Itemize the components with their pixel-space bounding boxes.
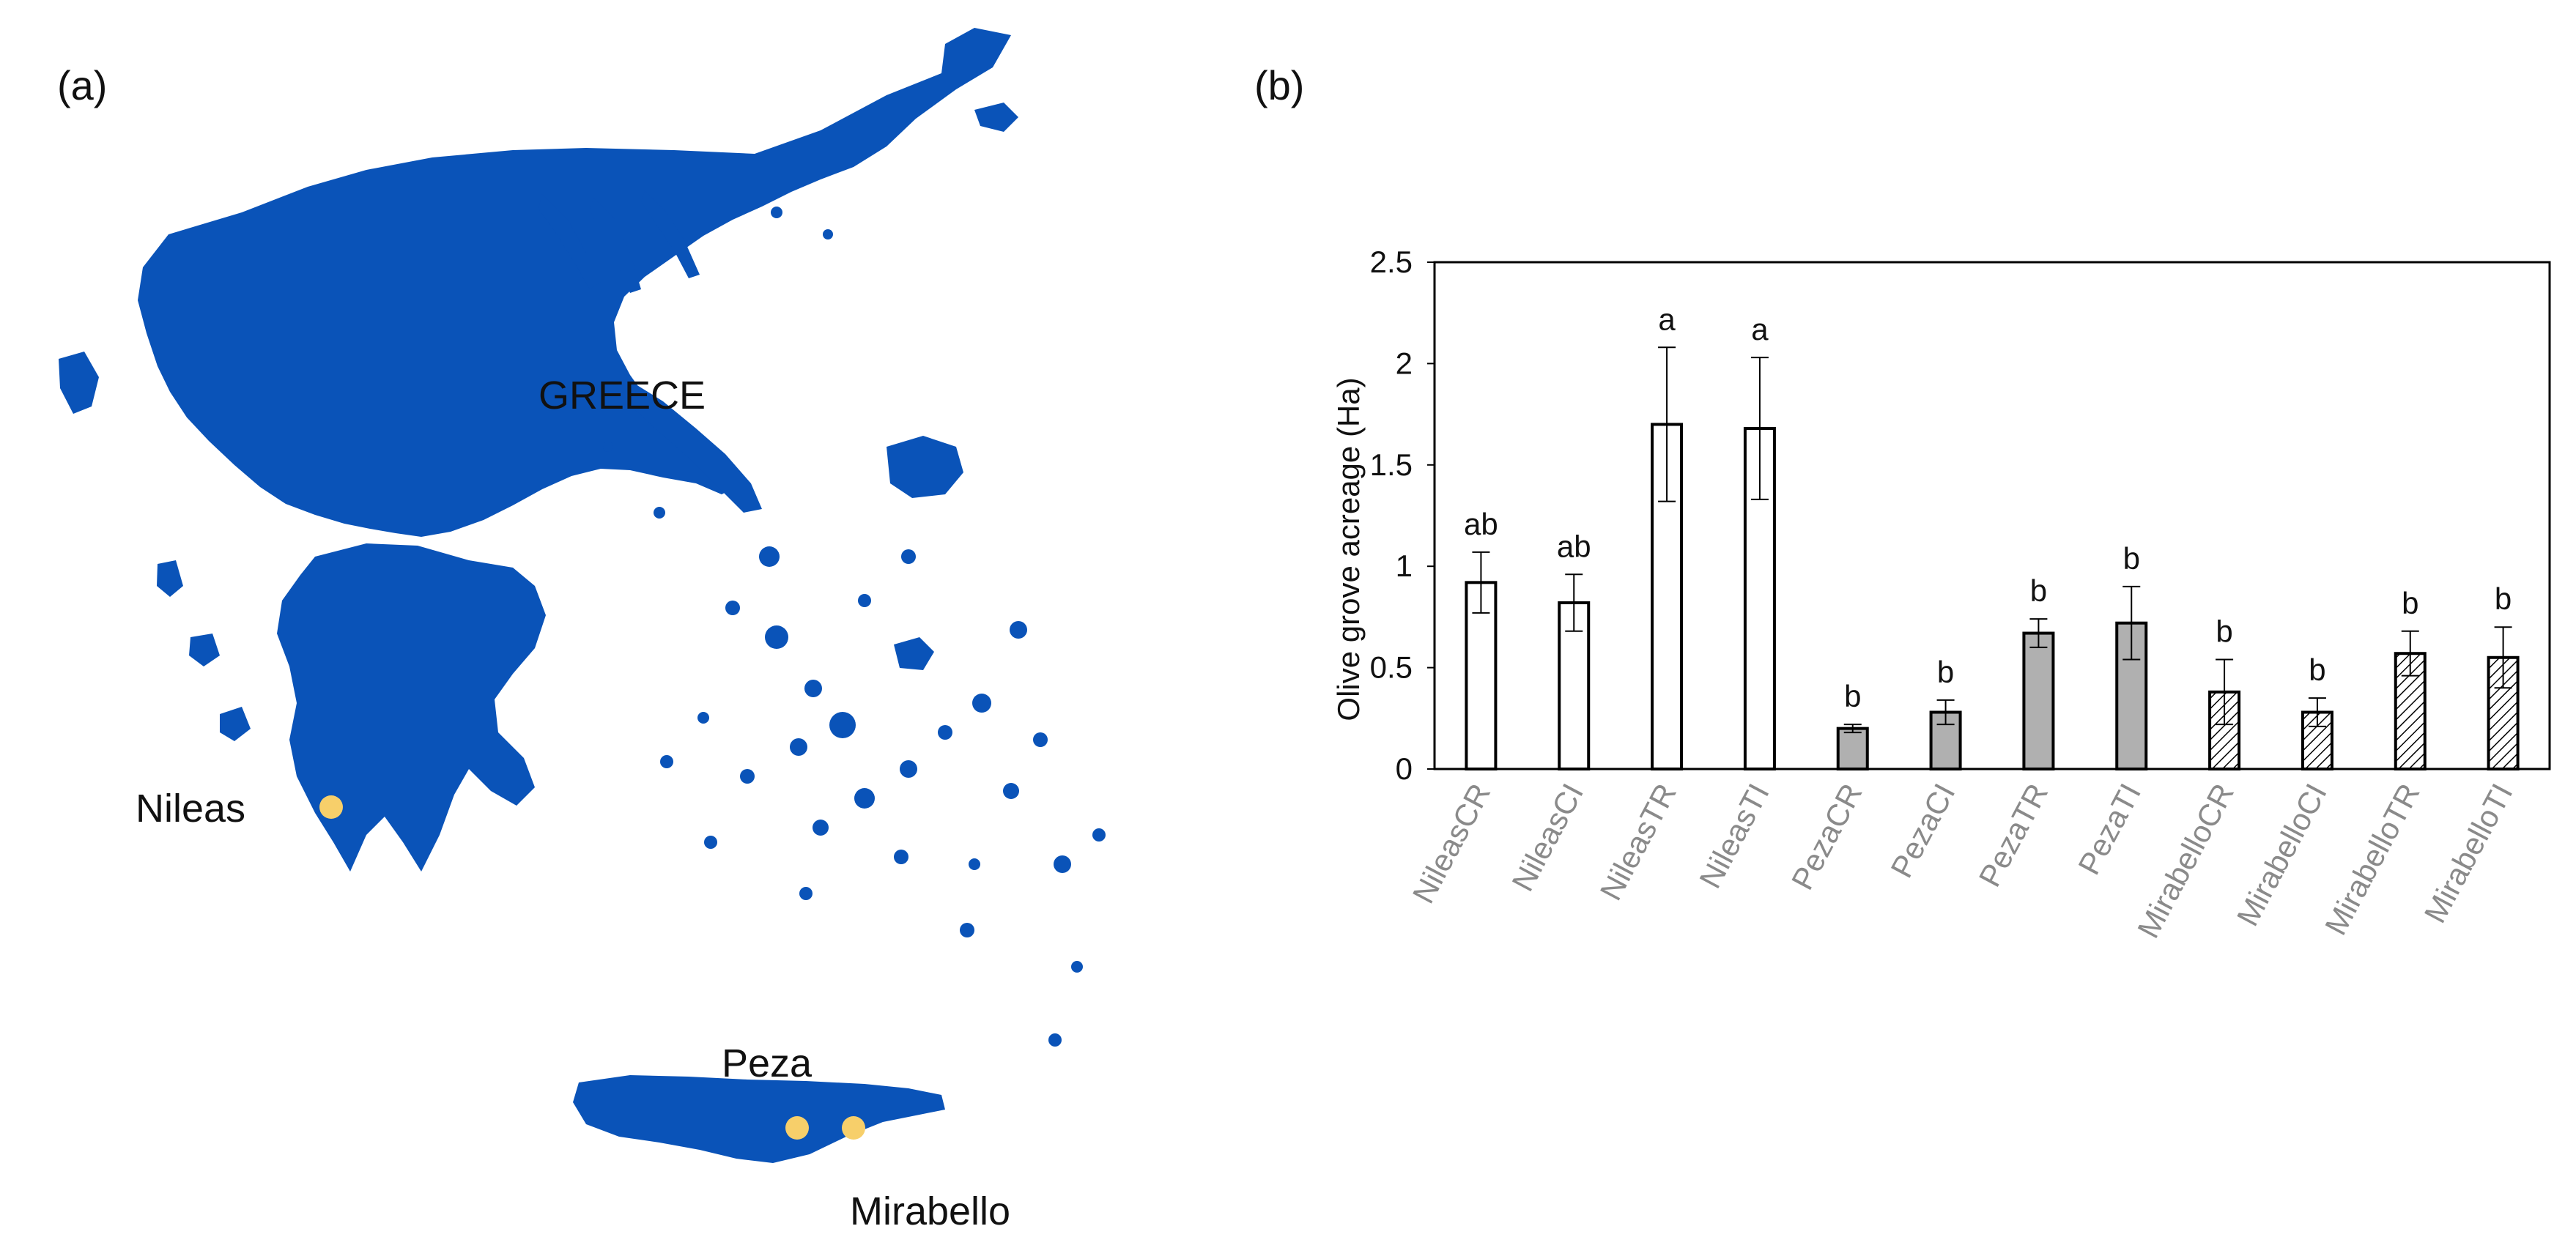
x-tick-label: NileasCR	[1406, 778, 1498, 909]
x-tick-label: NileasTI	[1692, 778, 1776, 894]
x-tick-label: MirabelloCR	[2131, 778, 2240, 943]
y-tick-label: 0	[1396, 751, 1413, 786]
y-tick-label: 1	[1396, 549, 1413, 583]
x-tick-label: NileasCI	[1505, 778, 1590, 896]
y-tick-label: 0.5	[1370, 650, 1413, 685]
significance-label: b	[1937, 655, 1954, 689]
x-tick-label: PezaTR	[1972, 778, 2055, 892]
panel-label-b: (b)	[1254, 62, 1305, 108]
site-label-mirabello: Mirabello	[850, 1189, 1010, 1233]
plot-border	[1433, 261, 2551, 770]
significance-label: ab	[1557, 529, 1591, 563]
y-tick-label: 2.5	[1370, 245, 1413, 279]
x-tick-label: PezaCI	[1884, 778, 1961, 883]
significance-label: b	[1844, 679, 1861, 713]
plot-frame	[1433, 261, 2551, 770]
significance-label: b	[2309, 653, 2325, 687]
site-label-peza: Peza	[722, 1041, 813, 1085]
significance-label: b	[2123, 541, 2140, 576]
x-tick-label: PezaTI	[2071, 778, 2147, 880]
bar	[2022, 631, 2055, 770]
greece-map: GREECE Nileas Peza Mirabello	[59, 28, 1106, 1233]
x-tick-label: MirabelloTR	[2318, 778, 2427, 940]
significance-label: b	[2495, 582, 2512, 616]
x-tick-label: PezaCR	[1785, 778, 1869, 895]
x-tick-label: MirabelloCI	[2230, 778, 2333, 932]
y-tick-label: 2	[1396, 346, 1413, 380]
site-marker-peza	[785, 1116, 809, 1140]
site-marker-mirabello	[842, 1116, 865, 1140]
significance-label: a	[1658, 302, 1676, 336]
x-axis: NileasCR NileasCI NileasTR NileasTI PezaCR Pe…	[1406, 778, 2520, 943]
significance-label: ab	[1464, 507, 1498, 541]
site-label-nileas: Nileas	[136, 787, 245, 831]
x-tick-label: NileasTR	[1593, 778, 1683, 906]
significance-label: b	[2216, 614, 2232, 649]
y-tick-label: 1.5	[1370, 447, 1413, 482]
mainland-land	[59, 28, 1018, 1163]
site-marker-nileas	[319, 795, 343, 819]
country-label: GREECE	[538, 374, 706, 417]
significance-label: b	[2402, 586, 2418, 620]
significance-label: b	[2030, 573, 2047, 608]
y-axis-label: Olive grove acreage (Ha)	[1331, 377, 1366, 721]
panel-label-a: (a)	[57, 62, 108, 108]
significance-label: a	[1751, 312, 1769, 346]
x-tick-label: MirabelloTI	[2418, 778, 2520, 928]
small-islands	[603, 207, 1106, 1047]
y-axis: 0 0.5 1 1.5 2 2.5	[1370, 245, 1435, 786]
bar	[1836, 727, 1869, 771]
